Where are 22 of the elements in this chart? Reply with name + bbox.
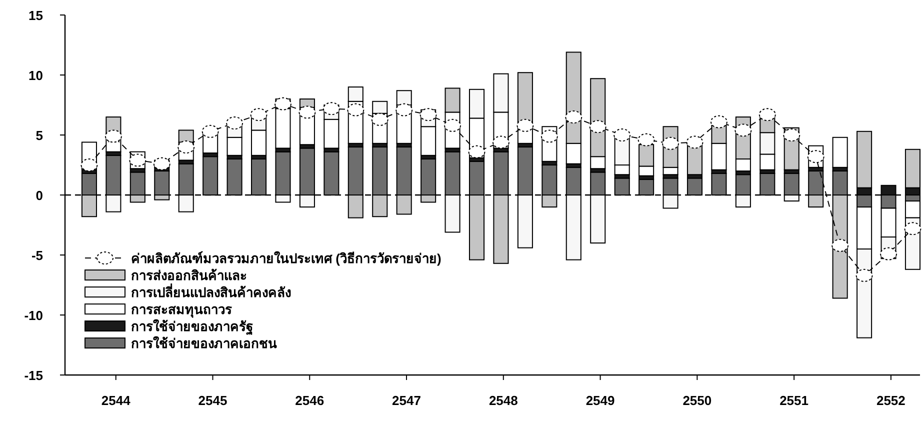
- y-tick-label: -15: [24, 368, 43, 383]
- x-tick-label: 2552: [876, 393, 906, 408]
- y-tick-label: 0: [36, 188, 43, 203]
- legend-label: การเปลี่ยนแปลงสินค้าคงคลัง: [131, 283, 291, 300]
- x-tick-label: 2550: [682, 393, 712, 408]
- legend-label: การสะสมทุนถาวร: [131, 302, 232, 318]
- y-tick-label: 15: [28, 8, 43, 23]
- legend-label: การใช้จ่ายของภาครัฐ: [131, 318, 253, 336]
- x-tick-label: 2546: [295, 393, 324, 408]
- y-tick-label: 5: [36, 128, 43, 143]
- x-tick-label: 2545: [198, 393, 228, 408]
- legend-label: การส่งออกสินค้าและ: [131, 268, 247, 283]
- x-tick-label: 2549: [586, 393, 615, 408]
- y-tick-label: -5: [31, 248, 43, 263]
- x-tick-label: 2551: [780, 393, 809, 408]
- x-tick-label: 2544: [101, 393, 132, 408]
- legend-label: การใช้จ่ายของภาคเอกชน: [131, 335, 277, 351]
- y-tick-label: 10: [28, 68, 43, 83]
- x-tick-label: 2547: [392, 393, 421, 408]
- x-tick-label: 2548: [488, 393, 518, 408]
- y-tick-label: -10: [24, 308, 43, 323]
- legend-label: ค่าผลิตภัณฑ์มวลรวมภายในประเทศ (วิธีการวัดรายจ่าย): [131, 250, 442, 266]
